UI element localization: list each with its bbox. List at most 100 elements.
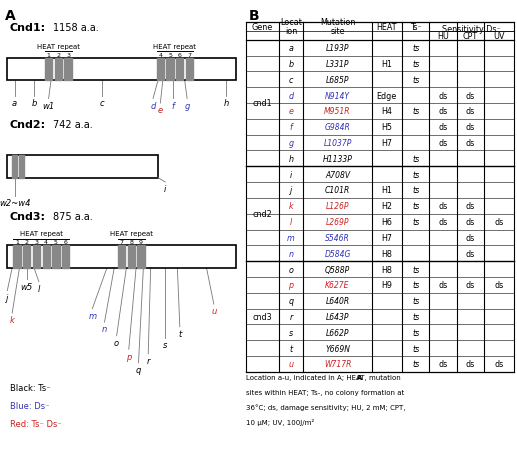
Text: d: d <box>288 92 294 100</box>
Text: e: e <box>288 107 293 116</box>
Text: Red: Ts⁻ Ds⁻: Red: Ts⁻ Ds⁻ <box>10 419 62 428</box>
Text: 875 a.a.: 875 a.a. <box>53 212 93 222</box>
Text: ds: ds <box>466 202 475 211</box>
Text: Cnd3:: Cnd3: <box>10 212 45 222</box>
Text: ds: ds <box>438 92 448 100</box>
Text: H8: H8 <box>382 265 392 274</box>
Text: t: t <box>290 344 293 353</box>
Text: r: r <box>146 356 150 365</box>
Text: 7: 7 <box>188 53 191 58</box>
Text: L193P: L193P <box>326 44 349 53</box>
Bar <box>12 156 17 178</box>
Text: ts: ts <box>412 186 419 195</box>
Bar <box>62 246 69 268</box>
Text: k: k <box>10 316 14 325</box>
Text: s: s <box>289 328 293 337</box>
Text: ds: ds <box>438 123 448 132</box>
Bar <box>7 156 158 178</box>
Text: ts: ts <box>412 107 419 116</box>
Text: A708V: A708V <box>325 170 350 179</box>
Text: p: p <box>126 352 131 361</box>
Text: s: s <box>163 341 168 350</box>
Text: Sensitivity Ds⁻: Sensitivity Ds⁻ <box>443 25 501 34</box>
Text: w5: w5 <box>21 282 33 291</box>
Text: j: j <box>290 186 292 195</box>
Text: a: a <box>288 44 293 53</box>
Text: i: i <box>164 185 166 194</box>
Text: CPT: CPT <box>463 32 478 41</box>
Text: n: n <box>102 325 107 334</box>
Bar <box>176 59 184 81</box>
Text: Y669N: Y669N <box>325 344 350 353</box>
Text: 6: 6 <box>64 240 68 245</box>
Text: Locat
ion: Locat ion <box>280 18 302 37</box>
Text: l: l <box>38 284 40 293</box>
Text: b: b <box>288 60 294 69</box>
Text: W717R: W717R <box>324 360 351 368</box>
Bar <box>166 59 174 81</box>
Text: 1158 a.a.: 1158 a.a. <box>53 23 99 32</box>
Text: ds: ds <box>495 218 504 226</box>
Text: 742 a.a.: 742 a.a. <box>53 120 93 129</box>
Text: q: q <box>288 297 294 305</box>
Text: HU: HU <box>437 32 449 41</box>
Text: L643P: L643P <box>326 313 349 321</box>
Text: ds: ds <box>466 123 475 132</box>
Text: o: o <box>114 338 119 347</box>
Bar <box>7 59 236 81</box>
Text: g: g <box>185 101 190 110</box>
Text: cnd2: cnd2 <box>252 210 272 219</box>
Text: 6: 6 <box>178 53 182 58</box>
Text: 8: 8 <box>129 240 133 245</box>
Text: H8: H8 <box>382 249 392 258</box>
Text: Gene: Gene <box>252 23 273 32</box>
Text: Black: Ts⁻: Black: Ts⁻ <box>10 383 50 392</box>
Text: e: e <box>158 106 163 115</box>
Text: n: n <box>288 249 294 258</box>
Text: d: d <box>150 101 156 110</box>
Text: Blue: Ds⁻: Blue: Ds⁻ <box>10 401 49 410</box>
Bar <box>128 246 135 268</box>
Text: 2: 2 <box>56 53 60 58</box>
Text: H2: H2 <box>382 202 392 211</box>
Text: H1: H1 <box>382 60 392 69</box>
Text: 36°C; ds, damage sensitivity; HU, 2 mM; CPT,: 36°C; ds, damage sensitivity; HU, 2 mM; … <box>246 403 405 410</box>
Text: ts: ts <box>412 297 419 305</box>
Text: ts: ts <box>412 60 419 69</box>
Text: 10 μM; UV, 100J/m²: 10 μM; UV, 100J/m² <box>246 418 314 424</box>
Text: 1: 1 <box>47 53 51 58</box>
Text: ts: ts <box>412 170 419 179</box>
Text: A: A <box>5 9 16 23</box>
Bar <box>157 59 164 81</box>
Bar <box>55 59 62 81</box>
Text: 3: 3 <box>35 240 38 245</box>
Text: L685P: L685P <box>326 76 349 84</box>
Text: 4: 4 <box>158 53 162 58</box>
Text: r: r <box>290 313 293 321</box>
Text: G984R: G984R <box>325 123 351 132</box>
Text: Edge: Edge <box>377 92 397 100</box>
Text: UV: UV <box>493 32 505 41</box>
Text: ds: ds <box>466 360 475 368</box>
Text: L269P: L269P <box>326 218 349 226</box>
Text: D584G: D584G <box>324 249 351 258</box>
Text: ts: ts <box>412 328 419 337</box>
Text: f: f <box>290 123 293 132</box>
Text: sites within HEAT; Ts-, no colony formation at: sites within HEAT; Ts-, no colony format… <box>246 389 404 395</box>
Text: h: h <box>288 155 294 163</box>
Text: 5: 5 <box>54 240 58 245</box>
Text: w2~w4: w2~w4 <box>0 198 31 207</box>
Text: 3: 3 <box>66 53 70 58</box>
Text: ds: ds <box>466 107 475 116</box>
Text: L1037P: L1037P <box>323 139 352 147</box>
Text: cnd1: cnd1 <box>252 99 272 108</box>
Text: ts: ts <box>412 155 419 163</box>
Text: H9: H9 <box>382 281 392 290</box>
Text: N914Y: N914Y <box>325 92 350 100</box>
Bar <box>42 246 50 268</box>
Text: ts: ts <box>412 344 419 353</box>
Text: o: o <box>288 265 293 274</box>
Text: 4: 4 <box>44 240 48 245</box>
Text: ds: ds <box>466 139 475 147</box>
Text: c: c <box>100 99 104 108</box>
